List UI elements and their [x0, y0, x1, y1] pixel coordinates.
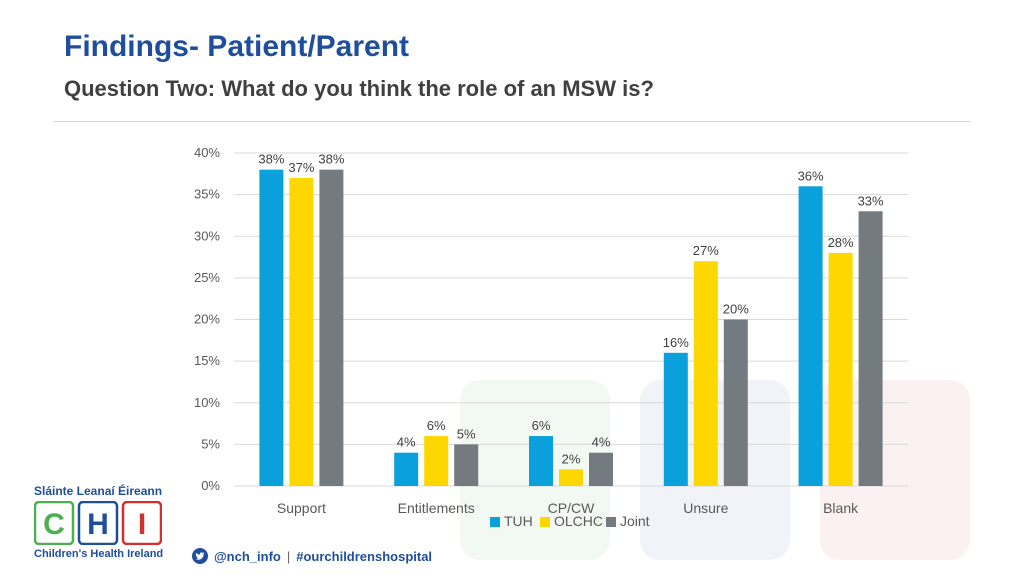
y-tick-label: 25%	[194, 270, 220, 285]
data-label: 16%	[663, 335, 689, 350]
y-tick-label: 20%	[194, 312, 220, 327]
legend-label: OLCHC	[554, 513, 603, 529]
page-title: Findings- Patient/Parent	[64, 30, 410, 63]
logo-english-text: Children's Health Ireland	[34, 548, 164, 560]
social-footer: @nch_info | #ourchildrenshospital	[192, 545, 432, 567]
bar	[858, 211, 883, 486]
page-subtitle: Question Two: What do you think the role…	[64, 76, 654, 101]
x-tick-label: Blank	[823, 500, 859, 516]
bar	[589, 452, 613, 486]
data-label: 2%	[562, 451, 581, 466]
data-label: 38%	[258, 152, 284, 167]
bar	[259, 169, 284, 486]
data-label: 36%	[798, 168, 824, 183]
legend-label: Joint	[620, 513, 650, 529]
data-label: 37%	[288, 160, 314, 175]
data-label: 6%	[427, 418, 446, 433]
data-label: 4%	[397, 435, 416, 450]
y-tick-label: 35%	[194, 187, 220, 202]
data-label: 28%	[828, 235, 854, 250]
data-label: 27%	[693, 243, 719, 258]
x-tick-label: CP/CW	[548, 500, 595, 516]
data-label: 20%	[723, 302, 749, 317]
bar	[828, 252, 853, 486]
bar	[289, 177, 314, 486]
y-tick-label: 5%	[201, 436, 220, 451]
x-tick-label: Unsure	[683, 500, 728, 516]
bar	[663, 352, 688, 486]
data-label: 5%	[457, 426, 476, 441]
bar	[424, 436, 449, 486]
y-tick-label: 0%	[201, 478, 220, 493]
logo-letter-i: I	[138, 508, 146, 541]
data-label: 33%	[858, 193, 884, 208]
data-label: 6%	[532, 418, 551, 433]
bar	[454, 444, 479, 486]
x-tick-label: Entitlements	[398, 500, 475, 516]
hashtag: #ourchildrenshospital	[296, 548, 433, 564]
x-tick-label: Support	[277, 500, 326, 516]
legend-swatch	[490, 517, 500, 527]
data-label: 38%	[318, 152, 344, 167]
bar	[529, 436, 553, 486]
footer-separator: |	[286, 548, 291, 564]
bar	[693, 261, 718, 486]
legend-swatch	[540, 517, 550, 527]
bar	[798, 186, 823, 487]
logo-irish-text: Sláinte Leanaí Éireann	[34, 484, 163, 498]
y-tick-label: 10%	[194, 395, 220, 410]
bar	[723, 319, 748, 486]
logo-blocks: C H I	[34, 501, 162, 545]
chi-logo: Sláinte Leanaí Éireann C H I Children's …	[34, 484, 174, 564]
bar	[319, 169, 344, 486]
y-tick-label: 40%	[194, 145, 220, 160]
twitter-handle: @nch_info	[214, 548, 281, 564]
y-tick-label: 30%	[194, 228, 220, 243]
twitter-icon	[192, 548, 208, 564]
y-tick-label: 15%	[194, 353, 220, 368]
legend-swatch	[606, 517, 616, 527]
data-label: 4%	[592, 435, 611, 450]
logo-letter-c: C	[43, 508, 65, 541]
bar	[559, 469, 583, 486]
legend-label: TUH	[504, 513, 533, 529]
logo-letter-h: H	[87, 508, 109, 541]
bar	[394, 452, 419, 486]
header-divider	[54, 121, 970, 122]
